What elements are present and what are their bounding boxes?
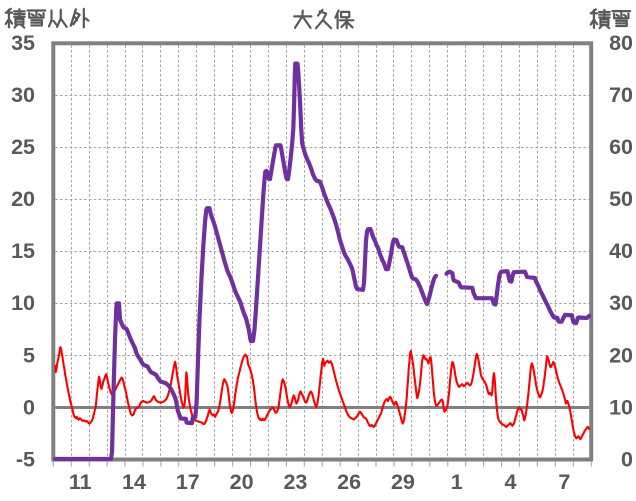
svg-text:35: 35: [11, 31, 35, 55]
svg-text:0: 0: [621, 447, 633, 471]
svg-text:80: 80: [609, 31, 633, 55]
svg-text:60: 60: [609, 135, 633, 159]
svg-text:30: 30: [609, 291, 633, 315]
svg-text:30: 30: [11, 83, 35, 107]
svg-text:50: 50: [609, 187, 633, 211]
svg-text:23: 23: [283, 470, 307, 494]
svg-text:40: 40: [609, 239, 633, 263]
svg-text:10: 10: [609, 395, 633, 419]
svg-text:20: 20: [11, 187, 35, 211]
svg-text:26: 26: [337, 470, 361, 494]
svg-text:20: 20: [609, 343, 633, 367]
svg-text:15: 15: [11, 239, 35, 263]
svg-text:-5: -5: [16, 447, 35, 471]
svg-text:25: 25: [11, 135, 35, 159]
svg-text:7: 7: [558, 470, 570, 494]
svg-text:5: 5: [23, 343, 35, 367]
svg-text:20: 20: [230, 470, 254, 494]
svg-text:1: 1: [451, 470, 463, 494]
svg-text:17: 17: [176, 470, 200, 494]
svg-text:14: 14: [122, 470, 146, 494]
svg-text:0: 0: [23, 395, 35, 419]
svg-text:29: 29: [391, 470, 415, 494]
svg-text:10: 10: [11, 291, 35, 315]
svg-text:70: 70: [609, 83, 633, 107]
svg-text:4: 4: [505, 470, 517, 494]
svg-text:11: 11: [69, 470, 92, 494]
